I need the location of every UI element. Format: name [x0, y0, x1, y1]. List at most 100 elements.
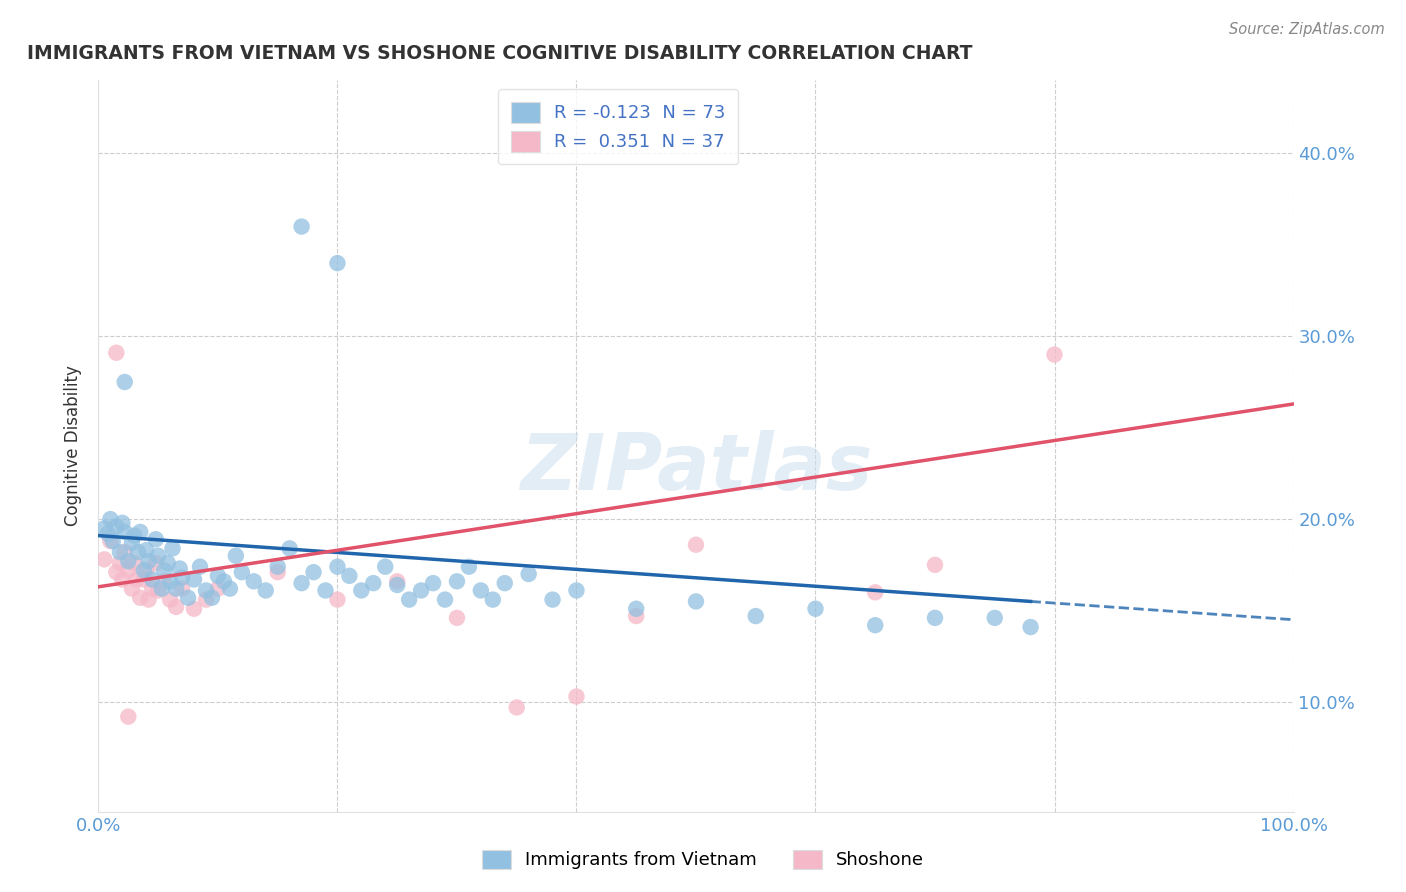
Point: [267, 565, 290, 579]
Point: [219, 582, 242, 596]
Legend: Immigrants from Vietnam, Shoshone: Immigrants from Vietnam, Shoshone: [472, 840, 934, 879]
Point: [517, 567, 540, 582]
Point: [350, 583, 373, 598]
Point: [108, 545, 131, 559]
Legend: R = -0.123  N = 73, R =  0.351  N = 37: R = -0.123 N = 73, R = 0.351 N = 37: [498, 89, 738, 164]
Point: [267, 559, 290, 574]
Point: [141, 582, 163, 596]
Point: [159, 574, 181, 589]
Point: [685, 538, 707, 552]
Point: [865, 618, 887, 632]
Point: [315, 583, 337, 598]
Point: [924, 558, 946, 572]
Point: [127, 545, 149, 559]
Y-axis label: Cognitive Disability: Cognitive Disability: [65, 366, 83, 526]
Point: [117, 709, 139, 723]
Point: [105, 519, 128, 533]
Point: [183, 573, 205, 587]
Point: [212, 574, 235, 589]
Point: [201, 591, 224, 605]
Point: [924, 611, 946, 625]
Point: [148, 549, 170, 563]
Point: [101, 534, 124, 549]
Point: [506, 700, 529, 714]
Point: [124, 528, 146, 542]
Point: [422, 576, 444, 591]
Point: [326, 559, 349, 574]
Point: [363, 576, 385, 591]
Point: [470, 583, 492, 598]
Point: [125, 573, 148, 587]
Point: [93, 521, 115, 535]
Point: [111, 573, 134, 587]
Point: [148, 583, 170, 598]
Point: [138, 554, 160, 568]
Point: [326, 592, 349, 607]
Point: [153, 574, 176, 589]
Point: [865, 585, 887, 599]
Point: [195, 592, 218, 607]
Point: [804, 601, 827, 615]
Point: [411, 583, 433, 598]
Point: [141, 573, 163, 587]
Point: [302, 565, 325, 579]
Point: [98, 534, 122, 549]
Point: [165, 599, 187, 614]
Point: [626, 609, 648, 624]
Point: [278, 541, 301, 556]
Point: [117, 554, 139, 568]
Point: [565, 583, 588, 598]
Point: [1043, 348, 1066, 362]
Point: [165, 582, 187, 596]
Point: [685, 594, 707, 608]
Point: [105, 565, 128, 579]
Point: [291, 219, 314, 234]
Point: [145, 556, 167, 570]
Point: [117, 563, 139, 577]
Point: [169, 561, 191, 575]
Point: [114, 545, 136, 559]
Point: [434, 592, 457, 607]
Text: Source: ZipAtlas.com: Source: ZipAtlas.com: [1229, 22, 1385, 37]
Point: [385, 578, 409, 592]
Point: [1019, 620, 1042, 634]
Point: [339, 569, 361, 583]
Point: [984, 611, 1007, 625]
Point: [541, 592, 564, 607]
Point: [188, 559, 211, 574]
Point: [98, 512, 122, 526]
Point: [243, 574, 266, 589]
Point: [291, 576, 314, 591]
Point: [145, 533, 167, 547]
Point: [105, 345, 128, 359]
Point: [458, 559, 481, 574]
Point: [172, 582, 194, 596]
Point: [111, 516, 134, 530]
Point: [138, 592, 160, 607]
Point: [374, 559, 396, 574]
Point: [745, 609, 768, 624]
Point: [135, 543, 157, 558]
Point: [121, 582, 143, 596]
Point: [156, 556, 179, 570]
Point: [121, 536, 143, 550]
Point: [481, 592, 505, 607]
Point: [132, 573, 155, 587]
Text: ZIPatlas: ZIPatlas: [520, 430, 872, 506]
Point: [254, 583, 277, 598]
Text: IMMIGRANTS FROM VIETNAM VS SHOSHONE COGNITIVE DISABILITY CORRELATION CHART: IMMIGRANTS FROM VIETNAM VS SHOSHONE COGN…: [27, 45, 972, 63]
Point: [626, 601, 648, 615]
Point: [135, 563, 157, 577]
Point: [326, 256, 349, 270]
Point: [132, 563, 155, 577]
Point: [97, 526, 120, 541]
Point: [129, 524, 152, 539]
Point: [225, 549, 247, 563]
Point: [114, 375, 136, 389]
Point: [195, 583, 218, 598]
Point: [446, 611, 468, 625]
Point: [162, 541, 184, 556]
Point: [183, 601, 205, 615]
Point: [446, 574, 468, 589]
Point: [177, 591, 200, 605]
